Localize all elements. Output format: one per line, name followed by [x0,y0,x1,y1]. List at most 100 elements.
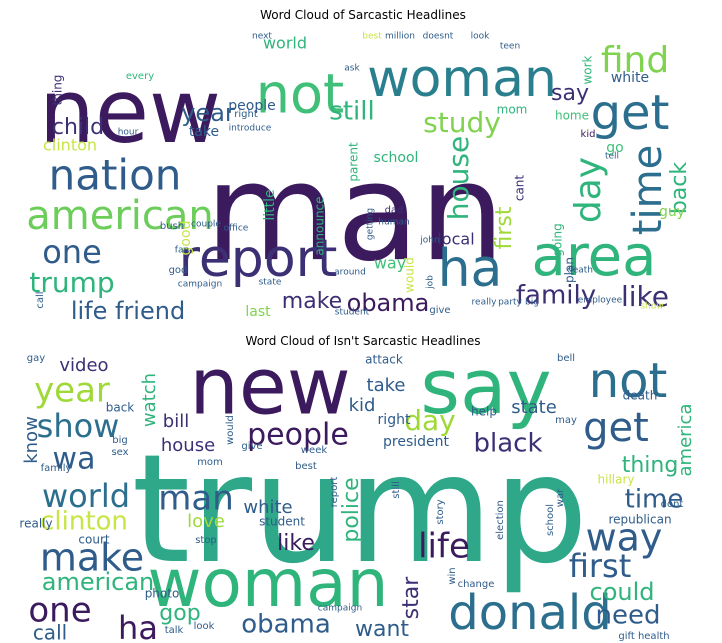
cloud-word: look [194,621,215,632]
cloud-word: police [339,477,364,542]
cloud-word: god [169,265,188,276]
chart-title: Word Cloud of Sarcastic Headlines [260,8,466,22]
cloud-word: mom [497,103,528,117]
cloud-word: star [399,576,424,620]
cloud-word: way [374,254,406,273]
cloud-word: guy [659,204,685,220]
cloud-word: death [623,389,658,403]
cloud-word: best [295,461,317,472]
cloud-word: go [606,140,623,156]
cloud-word: hour [118,128,139,138]
cloud-word: right [378,412,411,428]
cloud-word: american [42,568,155,596]
cloud-word: new [39,60,221,163]
cloud-word: sex [111,447,128,458]
cloud-word: president [383,434,450,450]
cloud-word: show [37,407,120,445]
cloud-word: really [472,298,498,308]
cloud-word: tell [605,152,619,162]
cloud-word: world [263,34,307,53]
cloud-word: human [378,218,409,228]
cloud-word: employee [578,296,623,306]
cloud-word: make [40,536,144,580]
cloud-word: clinton [43,136,97,155]
cloud-word: show [640,302,663,312]
cloud-word: right [234,109,258,120]
cloud-word: state [259,278,282,288]
cloud-word: getting [366,208,376,240]
cloud-word: best [362,32,382,42]
cloud-word: stop [195,535,217,546]
cloud-word: gay [27,353,45,364]
cloud-word: year [34,371,110,411]
cloud-word: ask [344,64,360,74]
cloud-word: going [551,223,565,257]
cloud-word: story [435,499,446,524]
cloud-word: first [569,547,632,585]
cloud-word: thing [51,75,65,106]
cloud-word: give [241,441,262,452]
cloud-word: still [329,97,374,127]
cloud-word: trump [132,423,589,597]
cloud-word: introduce [229,124,272,134]
cloud-word: home [555,109,589,123]
cloud-word: take [367,375,406,396]
cloud-word: wa [53,442,96,477]
cloud-word: bush [160,221,184,232]
cloud-word: obama [347,289,430,317]
cloud-word: couple [191,220,221,230]
cloud-word: campaign [178,280,222,290]
cloud-word: people [247,418,349,453]
cloud-word: ha [118,609,158,643]
cloud-word: family [41,463,72,474]
cloud-word: may [555,415,577,426]
cloud-word: dont [661,499,684,510]
cloud-word: photo [145,587,180,601]
cloud-word: area [532,224,657,289]
cloud-word: one [42,233,102,271]
cloud-word: big [525,298,539,308]
chart-title: Word Cloud of Isn't Sarcastic Headlines [245,334,481,348]
cloud-word: say [420,342,551,431]
cloud-word: would [225,415,236,445]
cloud-word: state [511,397,557,418]
cloud-word: attack [365,353,403,367]
cloud-word: republican [608,513,671,527]
cloud-word: kid [581,129,596,140]
cloud-word: call [33,621,67,643]
cloud-word: bell [557,353,575,364]
cloud-word: house [161,435,215,456]
cloud-word: say [551,81,589,106]
cloud-word: back [667,162,692,215]
cloud-word: family [516,281,596,311]
cloud-word: student [335,308,370,318]
cloud-word: plan [563,257,577,283]
cloud-word: get [591,85,670,141]
cloud-word: people [228,98,275,114]
cloud-word: black [473,429,542,459]
cloud-word: watch [139,373,160,427]
cloud-word: million [385,32,415,42]
cloud-word: last [245,304,271,320]
cloud-word: every [126,71,154,82]
cloud-word: local [437,230,474,249]
cloud-word: life friend [71,297,185,322]
cloud-word: change [458,579,495,590]
cloud-word: around [334,268,366,278]
cloud-word: hillary [598,473,635,487]
cloud-word: nation [49,151,182,200]
cloud-word: like [621,280,669,313]
cloud-word: woman [367,49,557,109]
cloud-word: win [447,567,458,584]
cloud-word: white [611,70,649,86]
cloud-word: day [404,404,456,437]
cloud-word: not [589,353,668,409]
cloud-word: find [601,40,669,81]
cloud-word: talk [165,625,184,636]
cloud-word: donald [448,585,611,641]
cloud-word: war [555,488,566,507]
cloud-word: work [581,55,595,84]
cloud-word: school [545,504,556,536]
cloud-word: take [189,124,219,140]
